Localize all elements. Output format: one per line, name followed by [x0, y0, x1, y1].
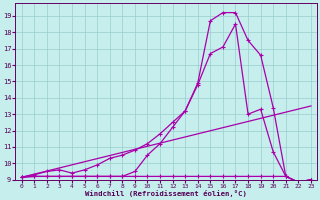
X-axis label: Windchill (Refroidissement éolien,°C): Windchill (Refroidissement éolien,°C) — [85, 190, 247, 197]
